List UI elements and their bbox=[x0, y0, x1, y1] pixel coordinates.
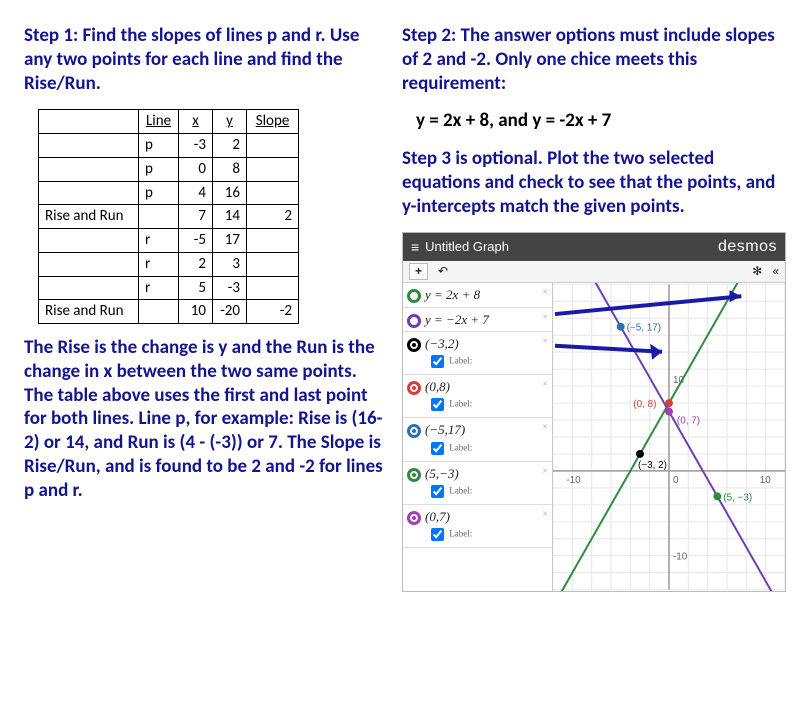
expression-text: (−3,2) bbox=[425, 336, 459, 351]
expression-color-icon[interactable] bbox=[407, 314, 421, 328]
svg-text:-10: -10 bbox=[673, 552, 688, 563]
label-text: Label: bbox=[447, 442, 472, 452]
expression-row[interactable]: (0,7) × Label: bbox=[403, 505, 552, 548]
graph-svg: -1001010-10(−3, 2)(0, 8)(−5, 17)(5, −3)(… bbox=[553, 283, 785, 591]
undo-icon[interactable]: ↶ bbox=[438, 264, 448, 279]
expression-row[interactable]: (−5,17) × Label: bbox=[403, 418, 552, 461]
slope-table: LinexySlope p-32p08p416Rise and Run7142r… bbox=[38, 109, 299, 324]
svg-text:-10: -10 bbox=[566, 475, 581, 486]
close-icon[interactable]: × bbox=[542, 312, 548, 325]
label-checkbox[interactable] bbox=[431, 355, 444, 368]
label-checkbox[interactable] bbox=[431, 485, 444, 498]
expression-row[interactable]: (0,8) × Label: bbox=[403, 375, 552, 418]
add-expression-button[interactable]: + bbox=[409, 263, 428, 280]
expression-color-icon[interactable] bbox=[407, 468, 421, 482]
svg-text:(5, −3): (5, −3) bbox=[723, 493, 752, 504]
label-toggle-row: Label: bbox=[427, 352, 548, 371]
label-text: Label: bbox=[447, 356, 472, 366]
label-toggle-row: Label: bbox=[427, 439, 548, 458]
expression-text: (−5,17) bbox=[425, 422, 465, 437]
close-icon[interactable]: × bbox=[542, 422, 548, 435]
expression-color-icon[interactable] bbox=[407, 424, 421, 438]
expression-text: (0,7) bbox=[425, 509, 450, 524]
expression-color-icon[interactable] bbox=[407, 289, 421, 303]
close-icon[interactable]: × bbox=[542, 379, 548, 392]
close-icon[interactable]: × bbox=[542, 287, 548, 300]
svg-text:(0, 8): (0, 8) bbox=[633, 399, 656, 410]
label-checkbox[interactable] bbox=[431, 442, 444, 455]
label-toggle-row: Label: bbox=[427, 395, 548, 414]
graph-title: Untitled Graph bbox=[425, 239, 712, 255]
label-text: Label: bbox=[447, 399, 472, 409]
expression-color-icon[interactable] bbox=[407, 338, 421, 352]
expression-row[interactable]: y = −2x + 7 × bbox=[403, 308, 552, 332]
close-icon[interactable]: × bbox=[542, 509, 548, 522]
svg-text:(−3, 2): (−3, 2) bbox=[638, 460, 667, 471]
close-icon[interactable]: × bbox=[542, 466, 548, 479]
expression-row[interactable]: (−3,2) × Label: bbox=[403, 332, 552, 375]
expression-text: (0,8) bbox=[425, 379, 450, 394]
label-toggle-row: Label: bbox=[427, 482, 548, 501]
step1-text: Step 1: Find the slopes of lines p and r… bbox=[24, 24, 384, 95]
svg-text:(0, 7): (0, 7) bbox=[677, 416, 700, 427]
label-text: Label: bbox=[447, 529, 472, 539]
menu-icon[interactable]: ≡ bbox=[411, 239, 419, 257]
svg-text:0: 0 bbox=[673, 475, 679, 486]
label-checkbox[interactable] bbox=[431, 398, 444, 411]
expression-row[interactable]: y = 2x + 8 × bbox=[403, 283, 552, 307]
close-icon[interactable]: × bbox=[542, 336, 548, 349]
desmos-brand: desmos bbox=[718, 237, 777, 257]
expression-text: y = −2x + 7 bbox=[425, 312, 489, 327]
label-checkbox[interactable] bbox=[431, 528, 444, 541]
step2-text: Step 2: The answer options must include … bbox=[402, 24, 786, 95]
label-toggle-row: Label: bbox=[427, 525, 548, 544]
label-text: Label: bbox=[447, 485, 472, 495]
step3-text: Step 3 is optional. Plot the two selecte… bbox=[402, 147, 786, 218]
desmos-toolbar: + ↶ ✻ « bbox=[403, 261, 785, 283]
expression-color-icon[interactable] bbox=[407, 381, 421, 395]
graph-area[interactable]: -1001010-10(−3, 2)(0, 8)(−5, 17)(5, −3)(… bbox=[553, 283, 785, 591]
desmos-header: ≡ Untitled Graph desmos bbox=[403, 233, 785, 261]
collapse-icon[interactable]: « bbox=[772, 264, 779, 279]
answer-text: y = 2x + 8, and y = -2x + 7 bbox=[416, 109, 786, 133]
svg-text:(−5, 17): (−5, 17) bbox=[627, 323, 661, 334]
expression-row[interactable]: (5,−3) × Label: bbox=[403, 462, 552, 505]
expression-text: y = 2x + 8 bbox=[425, 287, 480, 302]
expression-list: y = 2x + 8×y = −2x + 7×(−3,2)× Label:(0,… bbox=[403, 283, 553, 591]
desmos-panel: ≡ Untitled Graph desmos + ↶ ✻ « y = 2x +… bbox=[402, 232, 786, 592]
expression-text: (5,−3) bbox=[425, 466, 459, 481]
svg-text:10: 10 bbox=[760, 475, 772, 486]
settings-icon[interactable]: ✻ bbox=[752, 264, 762, 279]
expression-color-icon[interactable] bbox=[407, 511, 421, 525]
explain-text: The Rise is the change is y and the Run … bbox=[24, 336, 384, 502]
